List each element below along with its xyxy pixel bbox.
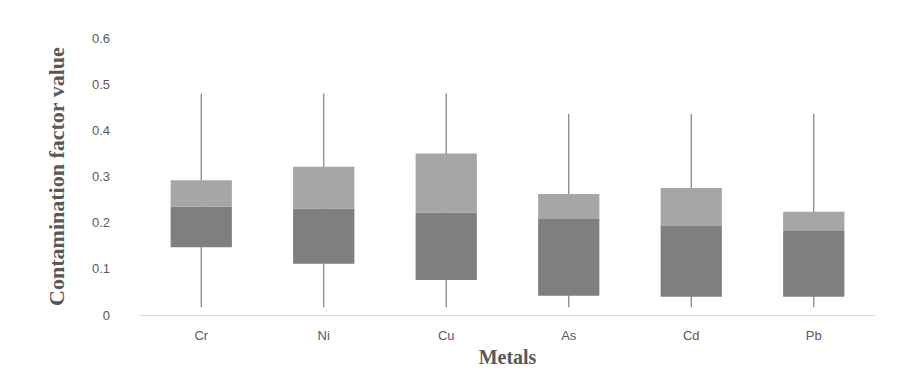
svg-text:0.3: 0.3 [92,169,110,184]
svg-text:Cr: Cr [194,328,208,343]
svg-text:0.1: 0.1 [92,261,110,276]
svg-text:0.2: 0.2 [92,215,110,230]
svg-text:0.6: 0.6 [92,31,110,46]
svg-text:0.5: 0.5 [92,77,110,92]
svg-text:Metals: Metals [479,346,537,368]
svg-text:0.4: 0.4 [92,123,110,138]
svg-text:Contamination factor value: Contamination factor value [44,47,69,306]
svg-text:Pb: Pb [806,328,822,343]
svg-text:0: 0 [103,308,110,323]
svg-text:Ni: Ni [318,328,330,343]
svg-text:As: As [561,328,577,343]
svg-text:Cd: Cd [683,328,700,343]
svg-text:Cu: Cu [438,328,455,343]
